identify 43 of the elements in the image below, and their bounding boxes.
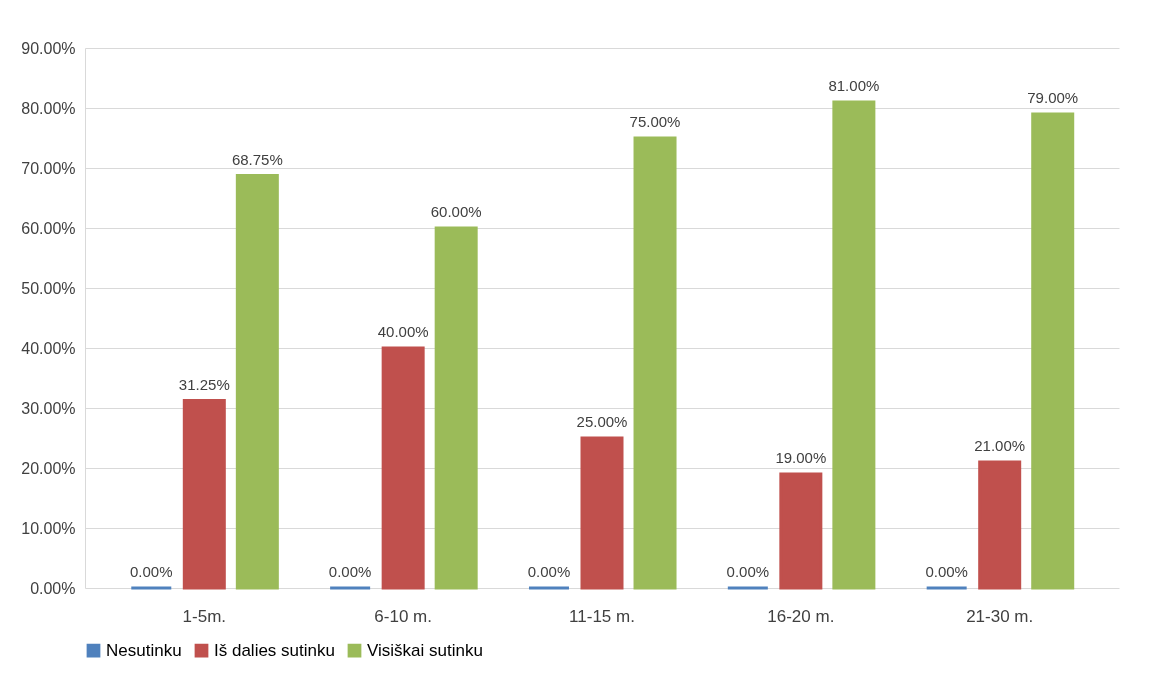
data-label: 19.00% (775, 449, 827, 466)
data-label: 60.00% (430, 203, 482, 220)
y-tick-label: 30.00% (21, 399, 76, 417)
bar (580, 436, 624, 590)
data-label: 0.00% (527, 563, 571, 580)
data-label: 79.00% (1027, 89, 1079, 106)
data-label: 0.00% (328, 563, 372, 580)
x-tick-label: 11-15 m. (569, 606, 635, 626)
y-tick-label: 20.00% (21, 459, 76, 477)
y-tick-label: 50.00% (21, 279, 76, 297)
bar (381, 346, 425, 590)
x-tick-label: 16-20 m. (767, 606, 835, 626)
y-tick-label: 10.00% (21, 519, 76, 537)
y-tick-label: 80.00% (21, 99, 76, 117)
x-tick-label: 1-5m. (182, 606, 227, 626)
data-label: 0.00% (726, 563, 770, 580)
data-label: 68.75% (231, 150, 283, 168)
legend-label: Visiškai sutinku (367, 640, 483, 660)
data-label: 40.00% (377, 323, 429, 340)
x-tick-label: 6-10 m. (374, 606, 432, 626)
y-tick-label: 0.00% (30, 579, 76, 597)
bar (235, 174, 279, 590)
legend-label: Nesutinku (106, 640, 182, 660)
bar (978, 460, 1022, 590)
bar (633, 136, 677, 590)
x-tick-label: 21-30 m. (966, 606, 1034, 626)
data-label: 31.25% (178, 375, 230, 393)
bar (182, 399, 226, 590)
data-label: 81.00% (828, 77, 880, 94)
y-tick-label: 40.00% (21, 339, 76, 357)
y-tick-label: 60.00% (21, 219, 76, 237)
y-tick-label: 70.00% (21, 159, 76, 177)
data-label: 0.00% (925, 563, 968, 580)
data-label: 21.00% (974, 437, 1026, 454)
bar (832, 100, 876, 590)
data-label: 0.00% (130, 563, 173, 580)
bar (434, 226, 478, 590)
bar (1031, 112, 1075, 590)
data-label: 75.00% (629, 113, 681, 130)
y-tick-label: 90.00% (21, 39, 76, 57)
data-label: 25.00% (576, 413, 628, 430)
bar (779, 472, 823, 590)
legend-label: Iš dalies sutinku (214, 640, 335, 660)
